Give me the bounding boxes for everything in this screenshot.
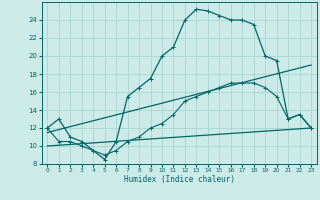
X-axis label: Humidex (Indice chaleur): Humidex (Indice chaleur) [124, 175, 235, 184]
